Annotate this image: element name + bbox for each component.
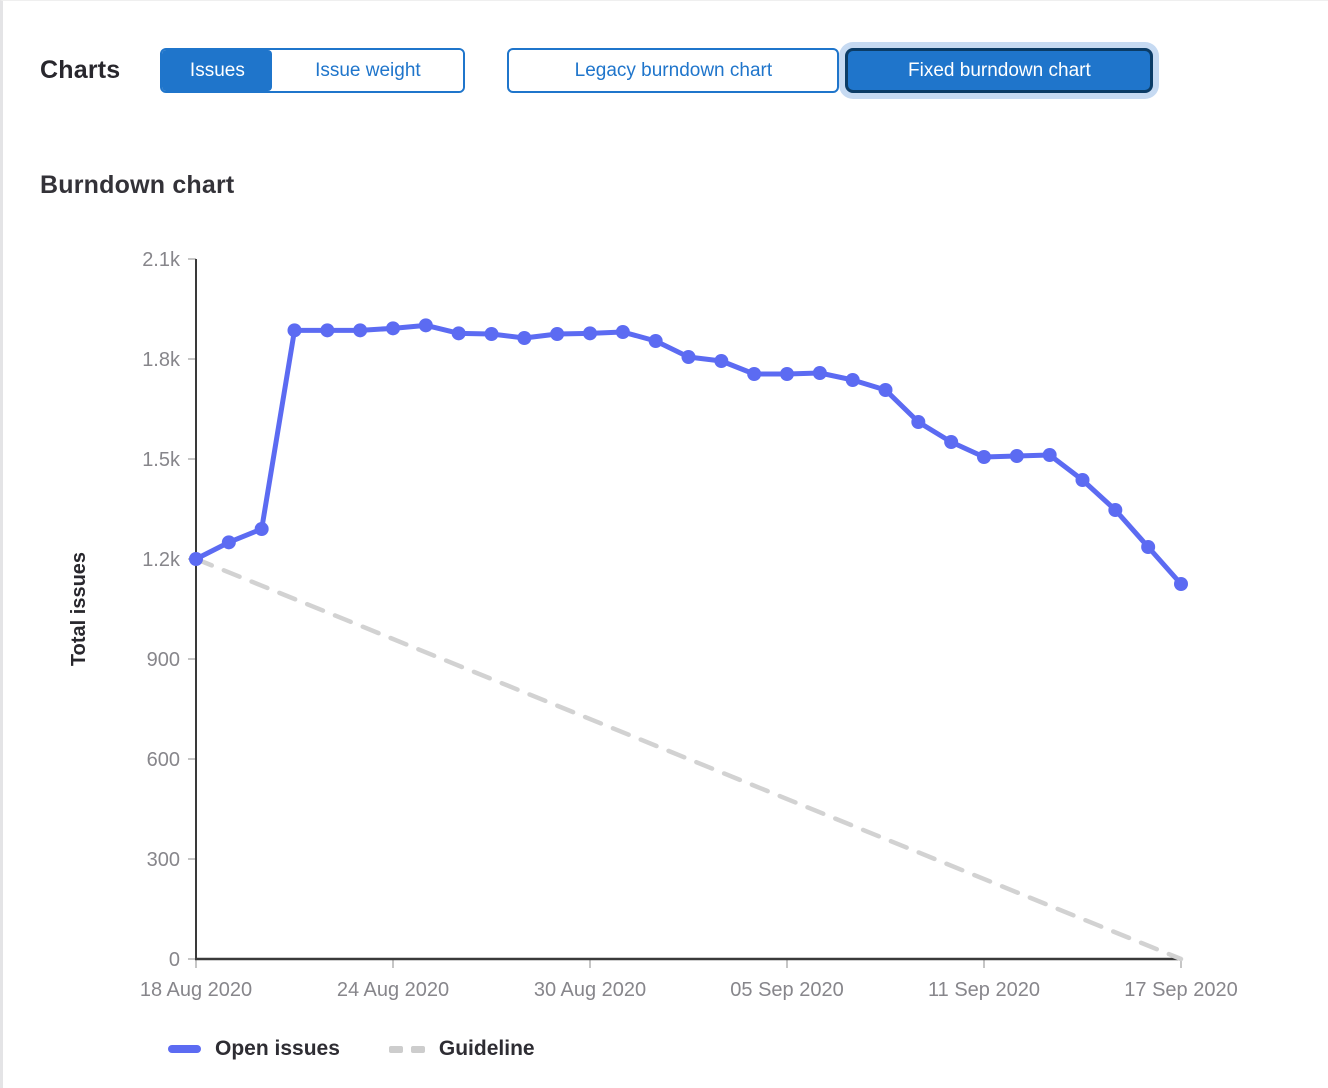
issue-metric-toggle-group: Issues Issue weight (160, 48, 466, 93)
svg-text:18 Aug 2020: 18 Aug 2020 (140, 979, 252, 1001)
svg-text:1.5k: 1.5k (142, 449, 181, 471)
guideline-dash-swatch (388, 1045, 425, 1053)
legend-item-guideline[interactable]: Guideline (388, 1037, 535, 1061)
burndown-line-chart: 0 300 600 900 1.2k 1.5k 1.8k 2.1k 18 Aug 2020 24 … (68, 249, 1238, 1001)
svg-text:24 Aug 2020: 24 Aug 2020 (337, 979, 449, 1001)
svg-text:Total issues: Total issues (68, 552, 90, 666)
open-issues-line-swatch (168, 1045, 201, 1053)
svg-text:300: 300 (147, 849, 180, 871)
svg-text:11 Sep 2020: 11 Sep 2020 (928, 979, 1040, 1001)
svg-text:30 Aug 2020: 30 Aug 2020 (534, 979, 646, 1001)
fixed-burndown-chart-button[interactable]: Fixed burndown chart (845, 48, 1154, 93)
chart-legend: Open issues Guideline (168, 1037, 535, 1061)
svg-text:17 Sep 2020: 17 Sep 2020 (1124, 979, 1237, 1001)
charts-header-row: Charts Issues Issue weight Legacy burndo… (40, 48, 1154, 93)
issues-toggle-button[interactable]: Issues (162, 50, 273, 91)
svg-text:900: 900 (147, 649, 180, 671)
page-title: Burndown chart (40, 171, 235, 199)
legacy-burndown-chart-button[interactable]: Legacy burndown chart (507, 48, 840, 93)
svg-text:1.2k: 1.2k (142, 549, 181, 571)
charts-label: Charts (40, 56, 121, 84)
legend-item-open-issues[interactable]: Open issues (168, 1037, 340, 1061)
legend-label-open-issues: Open issues (215, 1037, 340, 1060)
svg-text:05 Sep 2020: 05 Sep 2020 (730, 979, 843, 1001)
svg-text:2.1k: 2.1k (142, 249, 181, 271)
issue-weight-toggle-button[interactable]: Issue weight (272, 50, 464, 91)
legend-label-guideline: Guideline (438, 1037, 535, 1060)
svg-text:0: 0 (169, 949, 180, 971)
svg-text:1.8k: 1.8k (142, 349, 181, 371)
svg-text:600: 600 (147, 749, 180, 771)
